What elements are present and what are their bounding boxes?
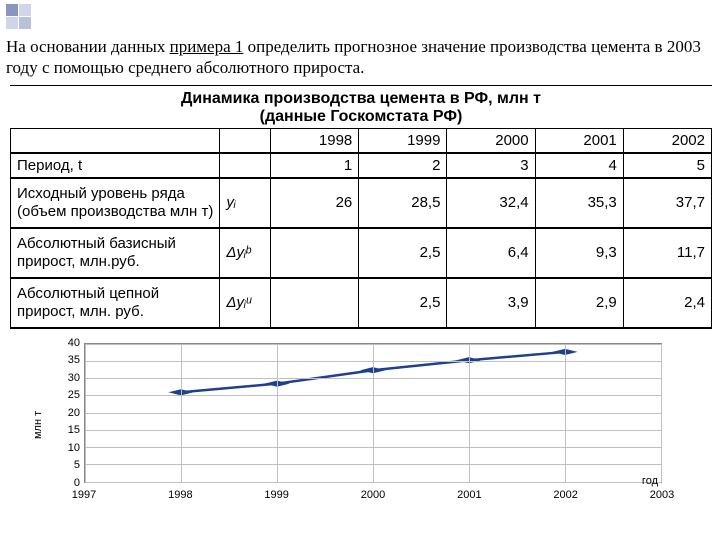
chart: млн т год 051015202530354019971998199920… — [50, 337, 670, 507]
x-axis-label: год — [642, 475, 658, 487]
task-prefix: На основании данных — [6, 37, 170, 56]
slide-decor — [6, 4, 31, 29]
table-row: Период, t 1 2 3 4 5 — [11, 153, 712, 178]
table-title: Динамика производства цемента в РФ, млн … — [10, 86, 712, 129]
header-row: 1998 1999 2000 2001 2002 — [11, 129, 712, 153]
table-row: Исходный уровень ряда (объем производств… — [11, 178, 712, 228]
y-axis-label: млн т — [32, 410, 44, 438]
data-sheet: Динамика производства цемента в РФ, млн … — [10, 85, 712, 329]
table-row: Абсолютный цепной прирост, млн. руб. Δyᵢ… — [11, 278, 712, 328]
table-row: Абсолютный базисный прирост, млн.руб. Δy… — [11, 228, 712, 278]
task-text: На основании данных примера 1 определить… — [0, 0, 720, 83]
task-underlined: примера 1 — [170, 37, 244, 56]
data-table: 1998 1999 2000 2001 2002 Период, t 1 2 3… — [10, 129, 712, 329]
plot-area — [84, 343, 662, 483]
